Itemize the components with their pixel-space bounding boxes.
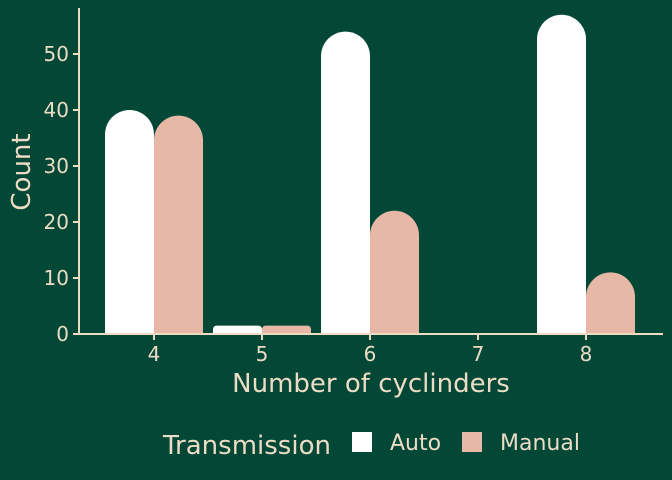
x-tick-label-5: 5 xyxy=(256,342,269,366)
legend: Transmission Auto Manual xyxy=(162,431,580,461)
x-tick-label-6: 6 xyxy=(364,342,377,366)
legend-swatch-auto xyxy=(352,432,372,452)
legend-title: Transmission xyxy=(162,431,331,461)
x-tick-label-8: 8 xyxy=(580,342,593,366)
x-tick-label-4: 4 xyxy=(148,342,161,366)
y-tick-label-30: 30 xyxy=(44,154,69,178)
bar-auto-5 xyxy=(213,325,262,334)
legend-label-auto: Auto xyxy=(390,431,441,456)
bar-auto-6 xyxy=(321,31,370,334)
y-tick-label-10: 10 xyxy=(44,266,69,290)
legend-label-manual: Manual xyxy=(500,431,580,456)
legend-swatch-manual xyxy=(462,432,482,452)
bar-manual-5 xyxy=(262,325,311,334)
bar-auto-4 xyxy=(105,109,154,334)
y-tick-label-50: 50 xyxy=(44,42,69,66)
bar-auto-8 xyxy=(537,14,586,335)
x-axis-title: Number of cyclinders xyxy=(232,369,510,399)
bars-layer xyxy=(105,14,635,335)
x-axis-ticks: 4 5 6 7 8 xyxy=(148,334,593,366)
y-axis-ticks: 0 10 20 30 40 50 xyxy=(44,42,79,346)
y-tick-label-40: 40 xyxy=(44,98,69,122)
y-tick-label-20: 20 xyxy=(44,210,69,234)
bar-manual-4 xyxy=(154,115,203,334)
bar-manual-8 xyxy=(586,272,635,334)
y-tick-label-0: 0 xyxy=(56,322,69,346)
x-tick-label-7: 7 xyxy=(472,342,485,366)
bar-manual-6 xyxy=(370,210,419,334)
y-axis-title: Count xyxy=(7,133,37,210)
